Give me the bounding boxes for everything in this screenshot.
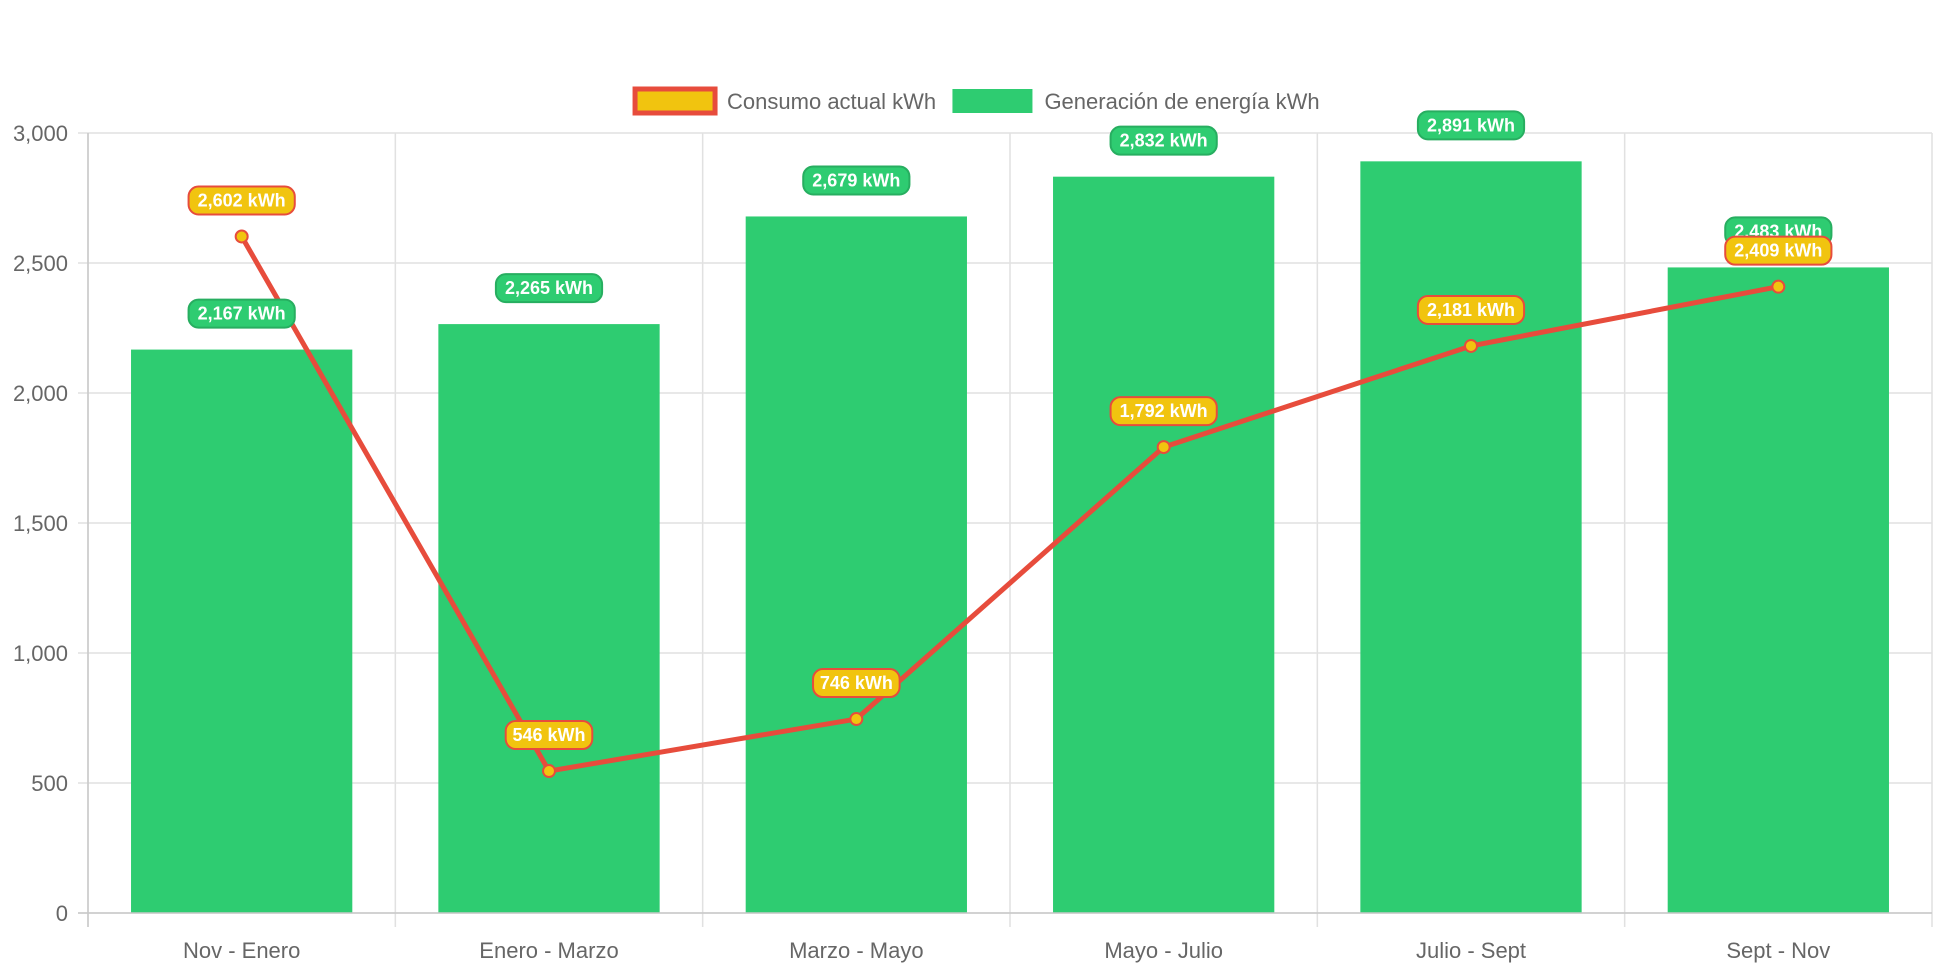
legend-item[interactable]: Consumo actual kWh: [632, 86, 936, 116]
data-label-consumo-bg: [812, 668, 901, 699]
data-label-consumo-text: 546 kWh: [512, 725, 585, 745]
data-label-consumo-text: 746 kWh: [820, 673, 893, 693]
data-label-generacion-bg: [494, 273, 604, 304]
legend-item[interactable]: Generación de energía kWh: [952, 89, 1320, 114]
data-label-generacion-bg: [802, 165, 911, 196]
data-label-generacion: 2,832 kWh: [1109, 125, 1218, 156]
data-label-consumo-bg: [1416, 294, 1526, 325]
data-label-consumo-bg: [1724, 235, 1833, 266]
data-label-generacion-text: 2,832 kWh: [1120, 131, 1208, 151]
y-tick-label: 500: [31, 771, 68, 796]
x-tick-label: Enero - Marzo: [479, 938, 618, 963]
line-consumo: [239, 233, 1781, 774]
y-tick-label: 1,500: [13, 511, 68, 536]
data-label-consumo-bg: [1109, 396, 1218, 427]
data-label-generacion-text: 2,167 kWh: [198, 304, 286, 324]
data-label-generacion-text: 2,265 kWh: [505, 278, 593, 298]
legend-label: Generación de energía kWh: [1044, 89, 1319, 114]
y-tick-label: 0: [56, 901, 68, 926]
data-label-consumo-text: 1,792 kWh: [1120, 401, 1208, 421]
y-tick-label: 1,000: [13, 641, 68, 666]
legend-swatch-generacion: [952, 89, 1033, 113]
point-consumo[interactable]: [1771, 279, 1786, 294]
data-label-generacion: 2,167 kWh: [187, 298, 296, 329]
x-tick-label: Nov - Enero: [183, 938, 300, 963]
axis-layer: 0 500 1,000 1,500 2,000 2,500 3,000 Nov - Enero…: [13, 121, 1932, 963]
point-consumo[interactable]: [1156, 440, 1171, 455]
point-consumo[interactable]: [234, 229, 249, 244]
grid-layer: [78, 132, 1933, 927]
data-label-consumo-text: 2,409 kWh: [1734, 241, 1822, 261]
y-tick-label: 2,000: [13, 381, 68, 406]
data-label-generacion: 2,265 kWh: [494, 273, 604, 304]
point-consumo[interactable]: [849, 712, 864, 727]
data-label-consumo: 546 kWh: [504, 720, 594, 751]
legend-swatch-consumo: [632, 86, 718, 116]
data-label-consumo: 2,409 kWh: [1724, 235, 1833, 266]
x-tick-label: Mayo - Julio: [1104, 938, 1223, 963]
point-consumo[interactable]: [1464, 338, 1478, 353]
data-label-consumo: 2,602 kWh: [187, 185, 296, 216]
data-label-generacion-text: 2,891 kWh: [1427, 115, 1515, 135]
data-label-generacion-text: 2,679 kWh: [812, 170, 900, 190]
bar-generacion[interactable]: [1667, 267, 1889, 913]
data-label-consumo-bg: [504, 720, 594, 751]
x-tick-label: Julio - Sept: [1416, 938, 1526, 963]
data-label-consumo-bg: [187, 185, 296, 216]
bar-generacion[interactable]: [1360, 161, 1582, 914]
bar-generacion[interactable]: [131, 349, 353, 914]
data-label-generacion: 2,679 kWh: [802, 165, 911, 196]
data-label-consumo: 2,181 kWh: [1416, 294, 1526, 325]
data-label-generacion: 2,891 kWh: [1416, 110, 1526, 141]
data-label-consumo: 1,792 kWh: [1109, 396, 1218, 427]
x-tick-label: Sept - Nov: [1726, 938, 1830, 963]
data-label-consumo-text: 2,602 kWh: [198, 190, 286, 210]
y-tick-label: 3,000: [13, 121, 68, 146]
bar-generacion[interactable]: [745, 216, 967, 913]
data-label-generacion-bg: [1416, 110, 1526, 141]
x-tick-label: Marzo - Mayo: [789, 938, 923, 963]
line-layer: [234, 229, 1786, 779]
legend[interactable]: Consumo actual kWh Generación de energía …: [632, 86, 1320, 116]
legend-label: Consumo actual kWh: [727, 89, 936, 114]
bar-generacion[interactable]: [438, 324, 660, 914]
data-label-layer: 2,167 kWh 2,265 kWh 2,679 kWh 2,832 kWh 2,89…: [187, 110, 1833, 751]
bar-generacion[interactable]: [1053, 176, 1275, 913]
data-label-consumo: 746 kWh: [812, 668, 901, 699]
y-tick-label: 2,500: [13, 251, 68, 276]
data-label-consumo-text: 2,181 kWh: [1427, 300, 1515, 320]
data-label-generacion-bg: [1109, 125, 1218, 156]
data-label-generacion-bg: [187, 298, 296, 329]
point-consumo[interactable]: [542, 764, 556, 779]
bar-layer: [131, 161, 1889, 914]
